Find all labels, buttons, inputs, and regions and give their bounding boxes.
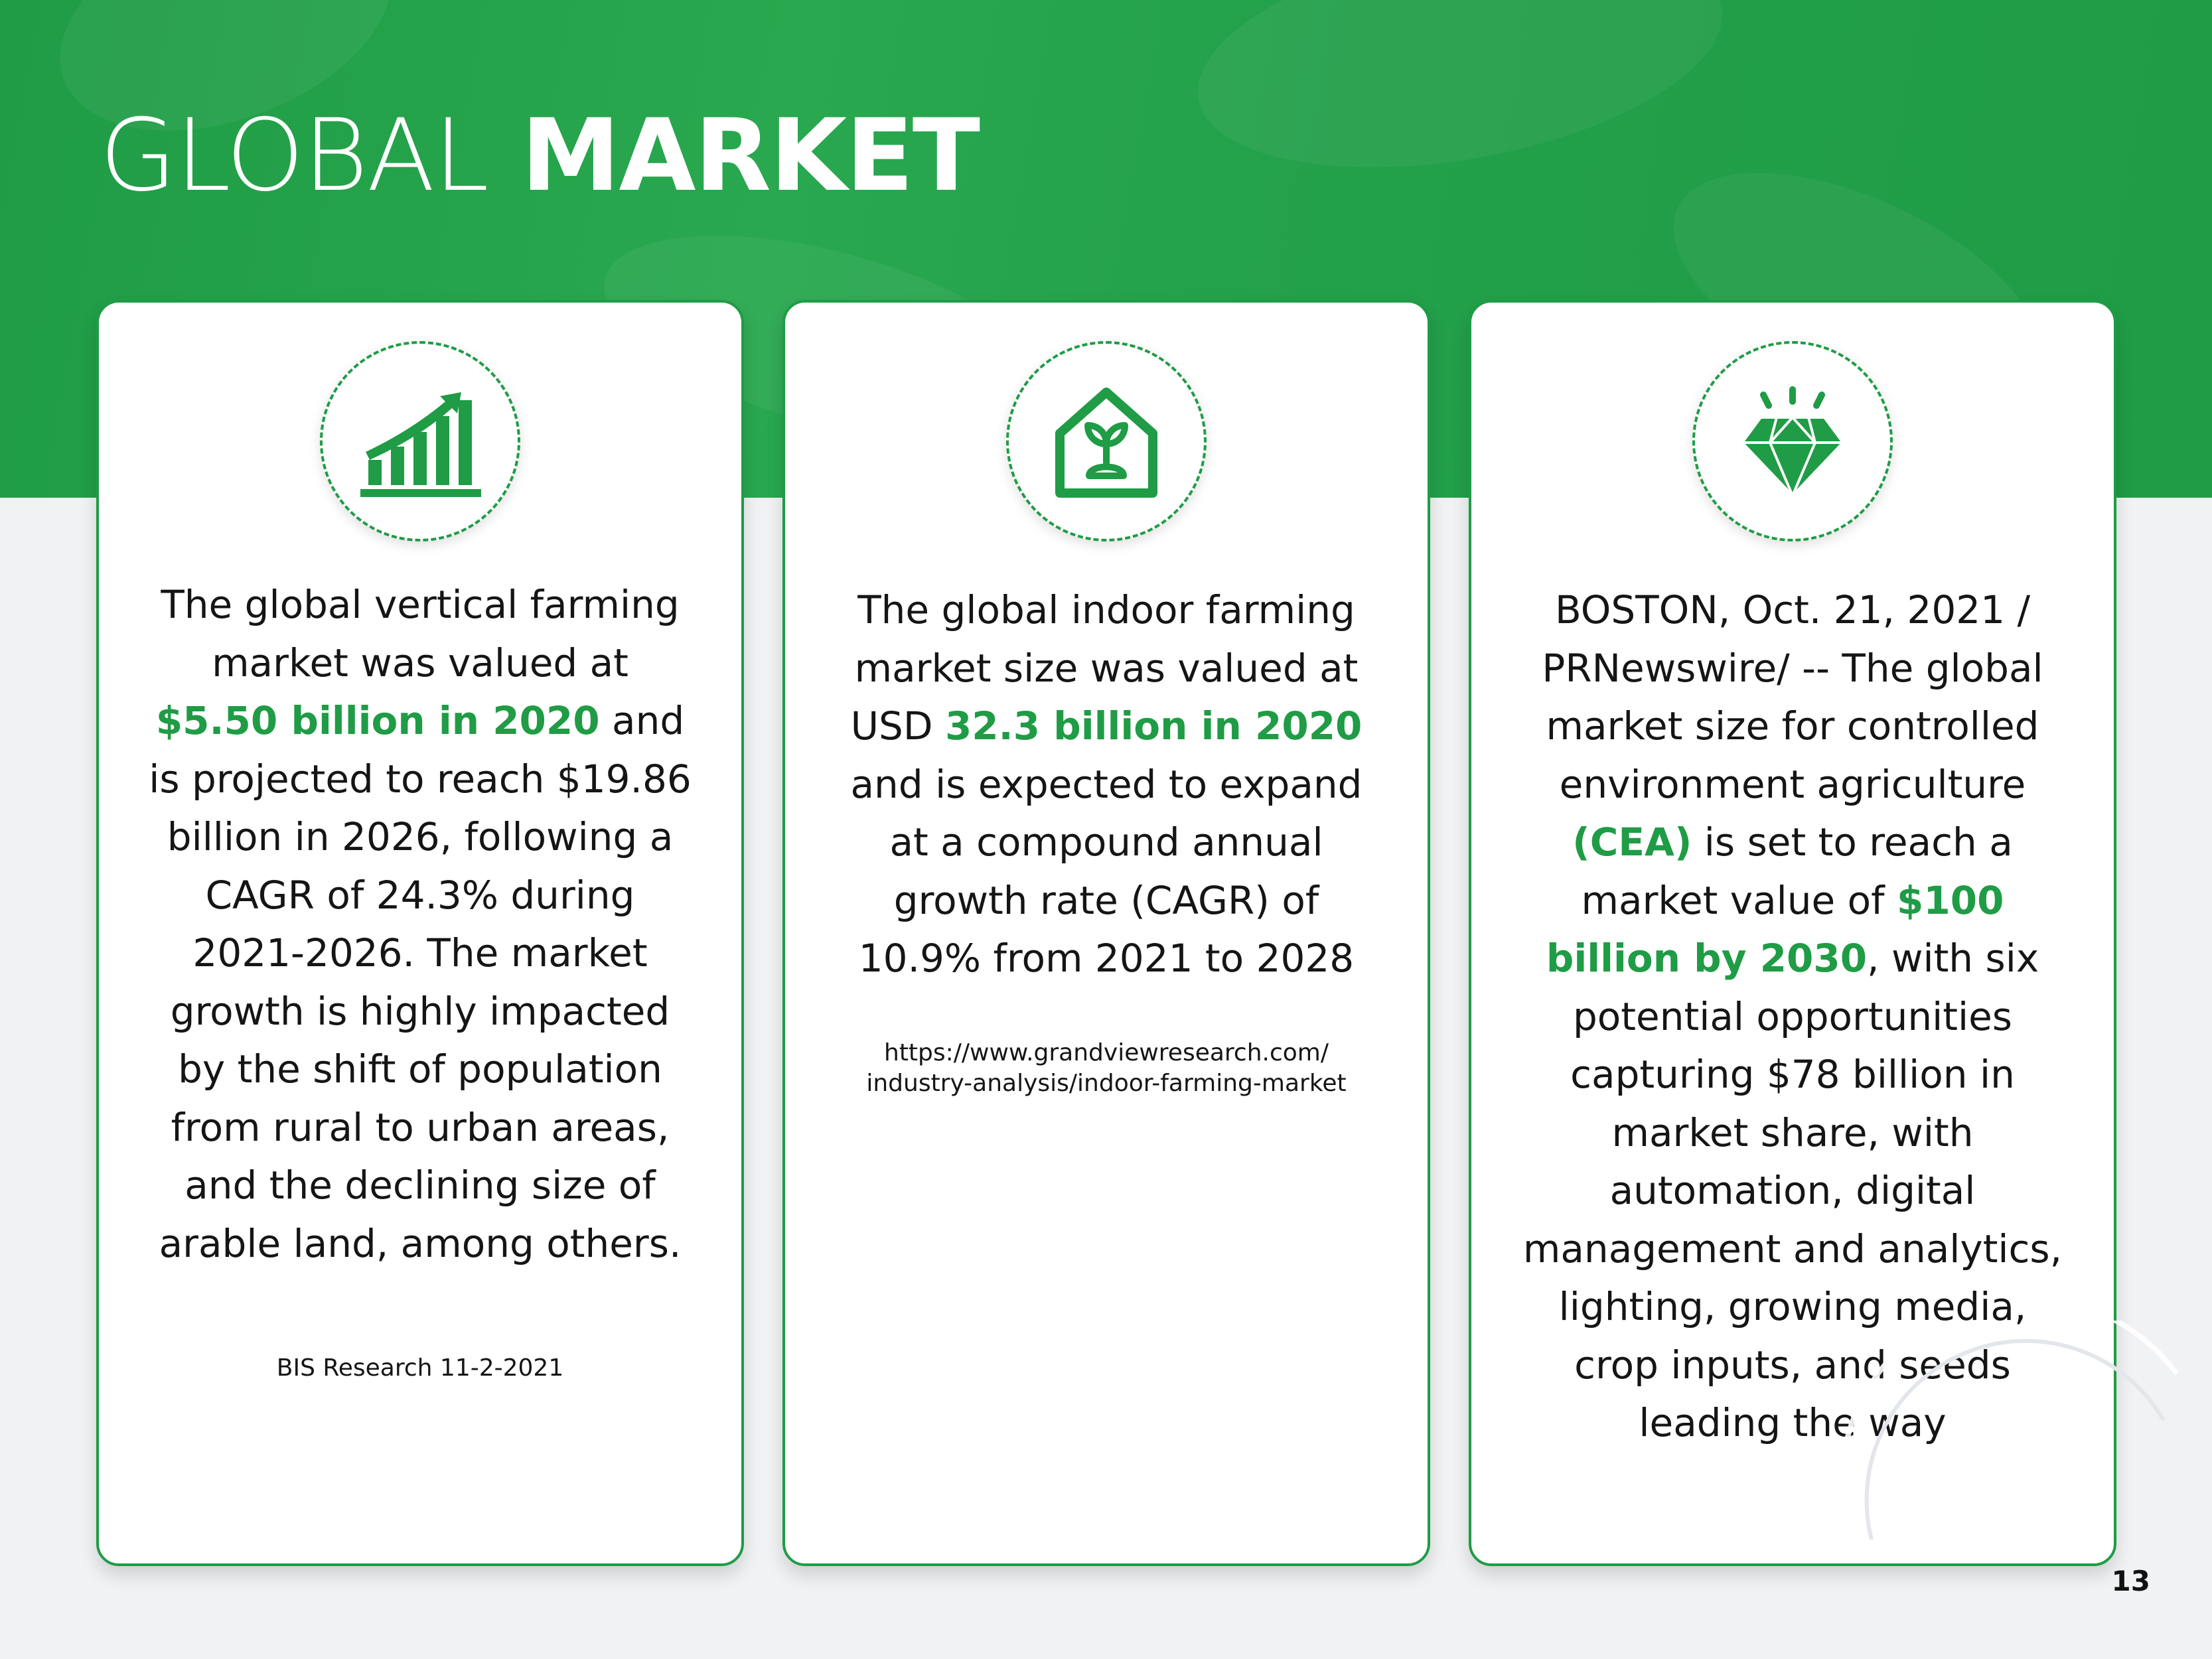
- card-body-text: The global vertical farming market was v…: [145, 576, 695, 1273]
- card-body-text: The global indoor farming market size wa…: [832, 581, 1381, 988]
- decorative-arc: [1838, 1321, 2179, 1540]
- card-text-part: The global indoor farming market size wa…: [850, 587, 1359, 749]
- market-value-highlight: $5.50 billion in 2020: [155, 698, 600, 743]
- card-text-part: is set to reach a market value of: [1581, 820, 2013, 923]
- greenhouse-sprout-icon: [1055, 388, 1157, 498]
- market-card-vertical-farming: The global vertical farming market was v…: [96, 300, 744, 1566]
- card-text-part: , with six potential opportunities captu…: [1522, 936, 2063, 1445]
- cea-highlight: (CEA): [1572, 820, 1692, 865]
- card-text-part: BOSTON, Oct. 21, 2021 / PRNewswire/ -- T…: [1542, 587, 2043, 807]
- market-value-highlight: $100 billion by 2030: [1546, 877, 2004, 981]
- source-url-line-2[interactable]: industry-analysis/indoor-farming-market: [866, 1070, 1347, 1097]
- market-card-cea: BOSTON, Oct. 21, 2021 / PRNewswire/ -- T…: [1469, 300, 2116, 1566]
- source-citation: BIS Research 11-2-2021: [276, 1354, 564, 1382]
- icon-badge: [1006, 341, 1207, 541]
- icon-badge: [320, 341, 520, 541]
- page-title: GLOBAL MARKET: [100, 98, 980, 214]
- diamond-icon: [1741, 386, 1844, 497]
- source-citation: https://www.grandviewresearch.com/indust…: [812, 1038, 1401, 1099]
- icon-badge: [1692, 341, 1893, 541]
- card-text-part: and is expected to expand at a compound …: [850, 761, 1363, 981]
- title-bold: MARKET: [521, 98, 980, 214]
- bar-chart-growth-icon: [360, 392, 481, 497]
- page-number: 13: [2111, 1565, 2150, 1597]
- market-card-indoor-farming: The global indoor farming market size wa…: [782, 300, 1430, 1566]
- card-text-part: and is projected to reach $19.86 billion…: [149, 698, 692, 1266]
- card-text-part: The global vertical farming market was v…: [161, 582, 680, 685]
- market-value-highlight: 32.3 billion in 2020: [944, 703, 1363, 749]
- card-body-text: BOSTON, Oct. 21, 2021 / PRNewswire/ -- T…: [1518, 581, 2067, 1453]
- title-light: GLOBAL: [100, 98, 489, 214]
- source-url-line-1[interactable]: https://www.grandviewresearch.com/: [884, 1039, 1329, 1066]
